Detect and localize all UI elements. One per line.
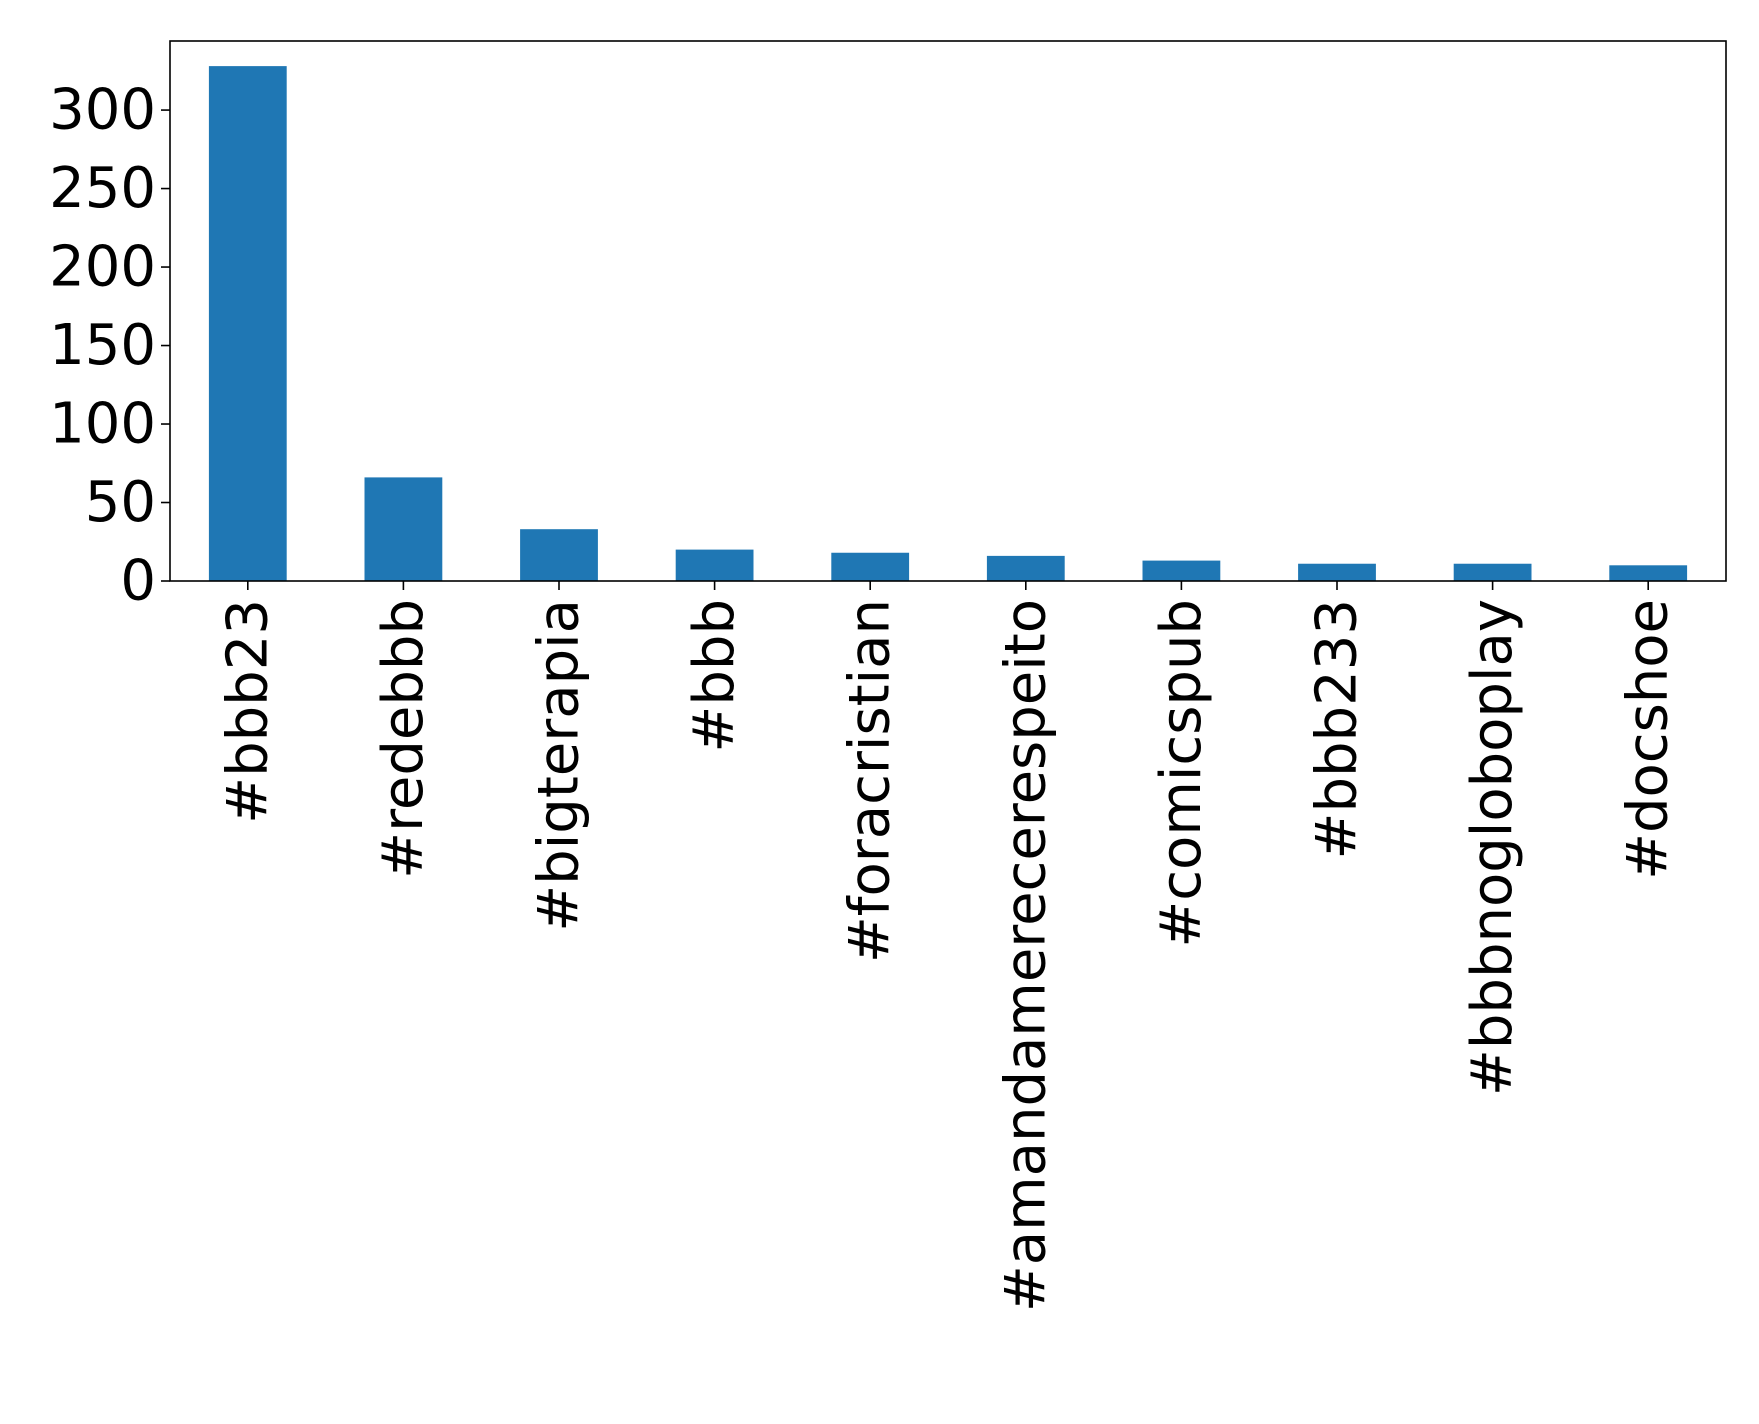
- x-axis: #bbb23 #redebbb #bigterapia #bbb #foracristi…: [215, 581, 1681, 1312]
- y-tick-label: 150: [49, 313, 156, 378]
- x-tick-label: #redebbb: [371, 599, 436, 879]
- y-tick-label: 300: [49, 78, 156, 143]
- x-tick-label: #docshoe: [1616, 599, 1681, 880]
- x-tick-label: #bbb23: [215, 599, 280, 824]
- bar-foracristian: [831, 552, 910, 581]
- bar-bbb: [675, 549, 754, 581]
- x-tick-label: #bbb: [682, 599, 747, 753]
- x-tick-label: #bbbnogloboplay: [1460, 599, 1525, 1096]
- y-tick-label: 250: [49, 156, 156, 221]
- x-tick-label: #bbb233: [1305, 599, 1370, 859]
- bar-amandamerecerespeito: [986, 555, 1065, 581]
- x-tick-label: #bigterapia: [527, 599, 592, 932]
- x-tick-label: #comicspub: [1149, 599, 1214, 948]
- x-tick-label: #foracristian: [838, 599, 903, 963]
- bar-redebbb: [364, 477, 443, 581]
- bars-group: [208, 66, 1688, 582]
- bar-comicspub: [1142, 560, 1221, 581]
- plot-area-frame: [169, 40, 1727, 582]
- y-tick-label: 50: [85, 470, 156, 535]
- bar-bigterapia: [520, 529, 598, 581]
- x-tick-label: #amandamerecerespeito: [993, 599, 1058, 1312]
- y-tick-label: 0: [120, 549, 156, 614]
- y-tick-label: 100: [49, 392, 156, 457]
- bar-bbb23: [208, 66, 287, 582]
- y-axis: 0 50 100 150 200 250 300: [49, 78, 170, 614]
- bar-bbbnogloboplay: [1453, 563, 1532, 581]
- bar-docshoe: [1609, 565, 1688, 581]
- y-tick-label: 200: [49, 235, 156, 300]
- bar-bbb233: [1298, 563, 1376, 581]
